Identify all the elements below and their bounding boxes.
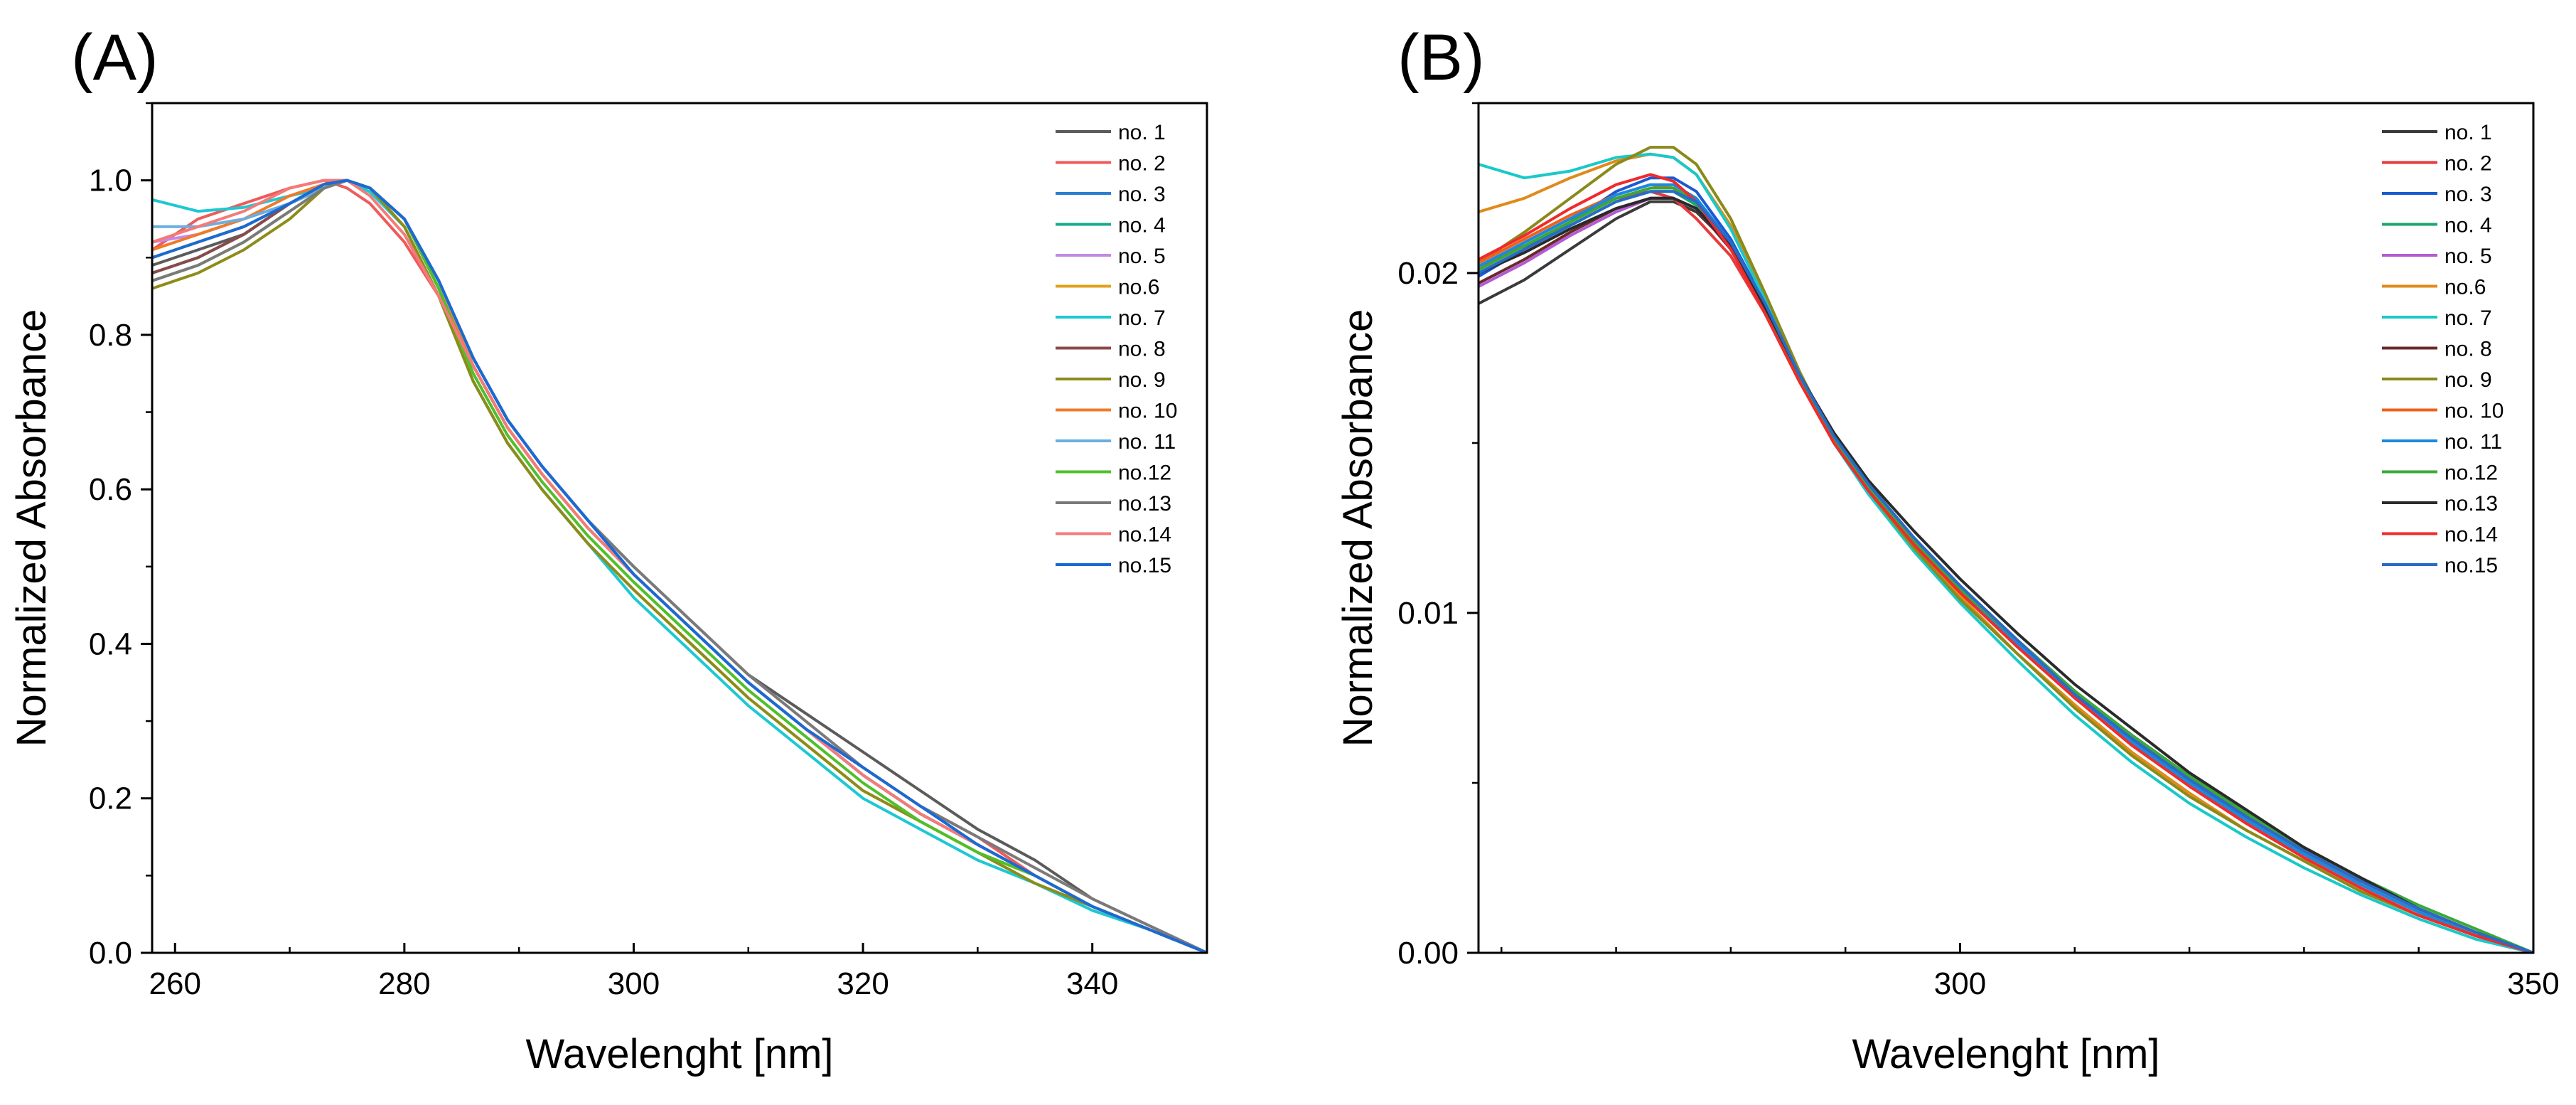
panel-b-legend-label-7: no. 7	[2444, 306, 2492, 330]
panel-b-legend-label-5: no. 5	[2444, 245, 2492, 268]
panel-a-series-line-3	[152, 178, 1207, 953]
panel-a-legend-label-4: no. 4	[1118, 214, 1166, 237]
panel-b: (B) 300 350 0.00 0.01 0.02 Wavelenght [nm] N…	[1335, 21, 2560, 1077]
panel-b-x-tick-label: 350	[2507, 966, 2559, 1001]
panel-a-lines	[152, 178, 1207, 953]
panel-b-series-line-10	[1478, 183, 2533, 953]
panel-a-legend-label-9: no. 9	[1118, 368, 1166, 392]
panel-b-legend-label-6: no.6	[2444, 276, 2486, 299]
panel-a-y-tick-label: 0.0	[89, 936, 132, 971]
panel-b-legend-label-10: no. 10	[2444, 400, 2503, 423]
panel-b-legend-label-8: no. 8	[2444, 338, 2492, 361]
panel-a-x-axis-title: Wavelenght [nm]	[525, 1031, 833, 1077]
panel-a-legend-label-2: no. 2	[1118, 152, 1166, 176]
panel-b-y-tick-label: 0.00	[1397, 936, 1459, 971]
panel-a-legend-label-8: no. 8	[1118, 338, 1166, 361]
panel-b-y-tick-label: 0.02	[1397, 256, 1459, 291]
panel-b-legend-label-4: no. 4	[2444, 214, 2492, 237]
panel-a-y-tick-label: 1.0	[89, 164, 132, 198]
panel-a-series-line-12	[152, 178, 1207, 953]
panel-b-legend-label-1: no. 1	[2444, 121, 2492, 144]
panel-b-y-tick-label: 0.01	[1397, 596, 1459, 631]
panel-a-x-tick-label: 260	[149, 966, 201, 1001]
panel-a-legend: no. 1 no. 2 no. 3 no. 4 no. 5 no.6 no. 7 no. 8 n…	[1056, 121, 1177, 577]
panel-a-legend-label-15: no.15	[1118, 554, 1171, 577]
panel-b-series-line-3	[1478, 176, 2533, 953]
panel-a-y-tick-label: 0.8	[89, 318, 132, 353]
panel-b-lines	[1478, 146, 2533, 953]
panel-b-series-line-11	[1478, 183, 2533, 953]
panel-a-series-line-7	[152, 178, 1207, 953]
panel-a-axes: 260 280 300 320 340 0.0 0.2 0.4 0.6 0.8 1.0	[89, 102, 1208, 1001]
panel-b-series-line-7	[1478, 152, 2533, 953]
panel-a-y-axis-title: Normalized Absorbance	[9, 309, 55, 747]
panel-b-series-line-9	[1478, 146, 2533, 953]
panel-a-series-line-10	[152, 178, 1207, 953]
panel-a-legend-label-10: no. 10	[1118, 400, 1177, 423]
panel-a-x-tick-label: 280	[378, 966, 430, 1001]
panel-a-series-line-14	[152, 178, 1207, 953]
panel-a-series-line-4	[152, 178, 1207, 953]
panel-a-series-line-2	[152, 178, 1207, 953]
panel-b-plot-frame	[1477, 102, 2535, 954]
panel-a-series-line-13	[152, 178, 1207, 953]
panel-b-series-line-14	[1478, 173, 2533, 953]
panel-a-legend-label-1: no. 1	[1118, 121, 1166, 144]
panel-a: (A) 260 280 300 320 340 0.0 0.2 0.4 0.6 0.8 1.0 Wa…	[9, 21, 1208, 1077]
panel-b-y-axis-title: Normalized Absorbance	[1335, 309, 1381, 747]
panel-a-series-line-8	[152, 178, 1207, 953]
panel-a-legend-label-5: no. 5	[1118, 245, 1166, 268]
panel-a-legend-label-7: no. 7	[1118, 306, 1166, 330]
panel-a-series-line-1	[152, 178, 1207, 953]
panel-b-legend: no. 1 no. 2 no. 3 no. 4 no. 5 no.6 no. 7 no. 8 n…	[2382, 121, 2503, 577]
panel-a-series-line-15	[152, 178, 1207, 953]
panel-b-series-line-2	[1478, 190, 2533, 953]
panel-b-series-line-8	[1478, 196, 2533, 953]
panel-b-letter: (B)	[1397, 21, 1485, 94]
panel-b-legend-label-2: no. 2	[2444, 152, 2492, 176]
panel-b-series-line-13	[1478, 196, 2533, 953]
panel-a-legend-label-13: no.13	[1118, 492, 1171, 516]
panel-b-legend-label-15: no.15	[2444, 554, 2498, 577]
panel-a-y-tick-label: 0.6	[89, 472, 132, 507]
panel-b-legend-label-14: no.14	[2444, 523, 2498, 547]
panel-a-legend-label-14: no.14	[1118, 523, 1171, 547]
panel-b-series-line-6	[1478, 152, 2533, 953]
panel-b-legend-label-3: no. 3	[2444, 183, 2492, 206]
panel-a-plot-frame	[151, 102, 1208, 954]
panel-b-legend-label-9: no. 9	[2444, 368, 2492, 392]
panel-a-legend-label-12: no.12	[1118, 461, 1171, 485]
panel-b-series-line-1	[1478, 200, 2533, 953]
panel-a-series-line-9	[152, 178, 1207, 953]
panel-b-series-line-12	[1478, 186, 2533, 953]
panel-a-letter: (A)	[71, 21, 159, 94]
panel-a-x-tick-label: 320	[837, 966, 889, 1001]
panel-b-legend-label-13: no.13	[2444, 492, 2498, 516]
panel-b-x-axis-title: Wavelenght [nm]	[1852, 1031, 2159, 1077]
panel-b-series-line-5	[1478, 196, 2533, 953]
panel-a-series-line-6	[152, 178, 1207, 953]
panel-a-x-tick-label: 340	[1066, 966, 1118, 1001]
panel-a-y-tick-label: 0.2	[89, 781, 132, 816]
panel-a-y-tick-label: 0.4	[89, 626, 132, 661]
panel-a-legend-label-6: no.6	[1118, 276, 1159, 299]
panel-a-legend-label-3: no. 3	[1118, 183, 1166, 206]
panel-a-series-line-5	[152, 178, 1207, 953]
panel-a-x-tick-label: 300	[608, 966, 660, 1001]
panel-a-legend-label-11: no. 11	[1118, 430, 1176, 454]
panel-b-series-line-4	[1478, 190, 2533, 953]
panel-b-x-tick-label: 300	[1934, 966, 1986, 1001]
panel-b-series-line-15	[1478, 190, 2533, 953]
panel-a-series-line-11	[152, 178, 1207, 953]
panel-b-legend-label-12: no.12	[2444, 461, 2498, 485]
panel-b-axes: 300 350 0.00 0.01 0.02	[1397, 102, 2560, 1001]
panel-b-legend-label-11: no. 11	[2444, 430, 2502, 454]
